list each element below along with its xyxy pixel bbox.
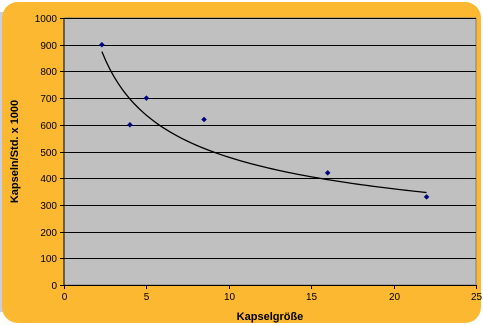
gridlines xyxy=(64,18,476,259)
y-tick-label: 400 xyxy=(40,174,57,185)
data-point xyxy=(99,41,105,48)
data-point xyxy=(324,170,331,176)
plot-area xyxy=(63,17,477,286)
y-tick-label: 600 xyxy=(40,121,57,132)
trendline xyxy=(101,51,427,194)
x-tick-label: 25 xyxy=(471,292,483,303)
y-tick-label: 0 xyxy=(51,281,57,292)
y-axis-title: Kapseln/Std. x 1000 xyxy=(9,100,21,203)
tick-labels: 0 100 200 300 400 500 600 700 800 900 1000 0 5 10 15 20… xyxy=(35,14,483,303)
y-tick-label: 700 xyxy=(40,94,57,105)
y-tick-label: 200 xyxy=(40,228,57,239)
x-axis-title: Kapselgröße xyxy=(237,311,304,323)
data-points xyxy=(99,41,430,200)
y-tick-label: 300 xyxy=(40,201,57,212)
x-tick-label: 5 xyxy=(144,292,150,303)
y-tick-label: 500 xyxy=(40,148,57,159)
y-tick-label: 1000 xyxy=(35,14,58,25)
data-point xyxy=(423,194,430,200)
axes xyxy=(63,18,476,286)
x-tick-label: 0 xyxy=(62,292,68,303)
data-point xyxy=(143,95,150,101)
x-tick-label: 15 xyxy=(306,292,318,303)
x-tick-label: 10 xyxy=(224,292,236,303)
y-tick-label: 800 xyxy=(40,67,57,78)
data-point xyxy=(201,116,207,123)
x-tick-label: 20 xyxy=(389,292,401,303)
y-tick-label: 100 xyxy=(40,254,57,265)
y-tick-label: 900 xyxy=(40,41,57,52)
data-point xyxy=(127,121,133,128)
